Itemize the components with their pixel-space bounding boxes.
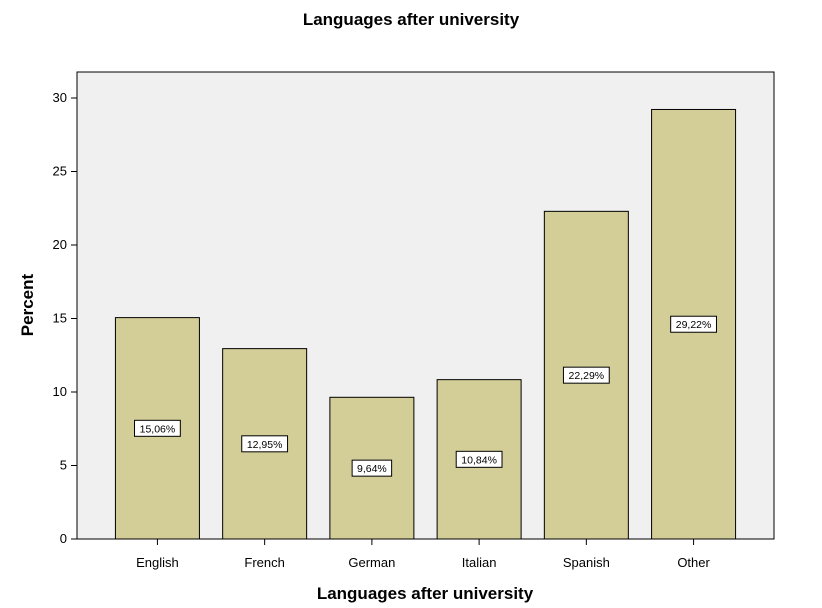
y-tick-label: 25 — [53, 164, 67, 179]
data-label-box — [241, 435, 289, 453]
data-labels-group: 15,06% 12,95% 9,64% 10,84% 22,29% 29,22% — [134, 315, 717, 477]
x-axis: English French German Italian Spanish Other — [136, 539, 711, 570]
y-tick-label: 15 — [53, 311, 67, 326]
x-tick-label: German — [348, 555, 395, 570]
data-label: 12,95% — [247, 439, 283, 451]
data-label: 15,06% — [140, 423, 176, 435]
x-tick-label: Spanish — [563, 555, 610, 570]
data-label: 29,22% — [676, 319, 712, 331]
y-axis: 0 5 10 15 20 25 30 — [53, 90, 77, 546]
y-tick-label: 0 — [60, 531, 67, 546]
data-label-box — [455, 450, 503, 468]
data-label-box — [670, 315, 717, 333]
data-label: 22,29% — [569, 370, 605, 382]
data-label: 9,64% — [357, 463, 387, 475]
data-label-box — [351, 459, 393, 477]
x-tick-label: English — [136, 555, 179, 570]
x-tick-label: French — [244, 555, 284, 570]
y-tick-label: 5 — [60, 458, 67, 473]
y-axis-title: Percent — [18, 273, 37, 336]
data-label-box — [562, 366, 610, 384]
y-tick-label: 20 — [53, 237, 67, 252]
y-tick-label: 10 — [53, 384, 67, 399]
data-label: 10,84% — [461, 454, 497, 466]
x-tick-label: Italian — [462, 555, 497, 570]
data-label-box — [134, 419, 181, 437]
chart-title: Languages after university — [303, 10, 520, 29]
x-tick-label: Other — [677, 555, 710, 570]
x-axis-title: Languages after university — [317, 584, 534, 603]
y-tick-label: 30 — [53, 90, 67, 105]
